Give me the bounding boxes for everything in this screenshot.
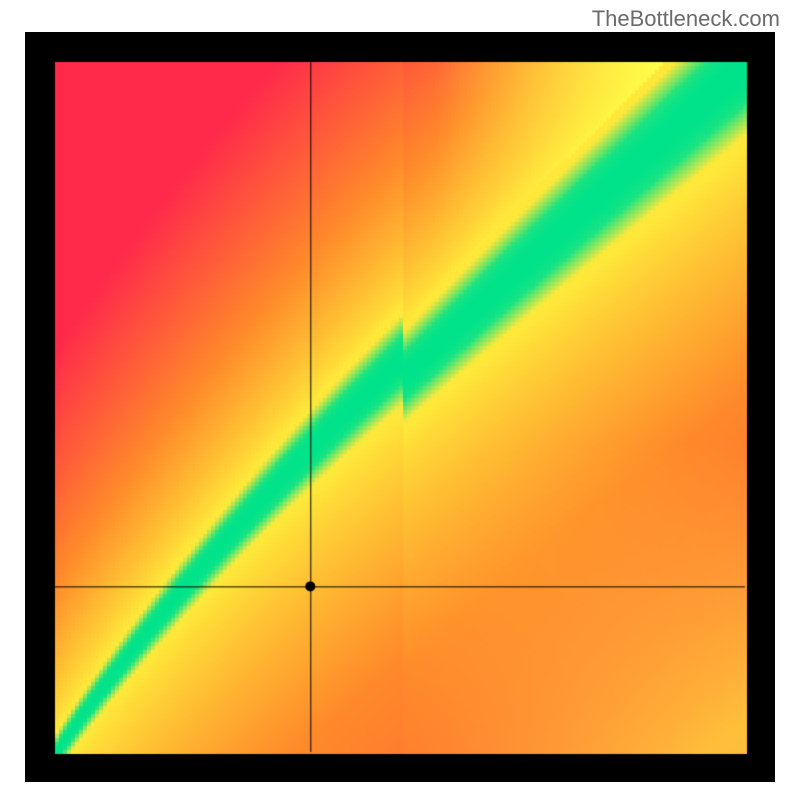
- chart-container: TheBottleneck.com: [0, 0, 800, 800]
- bottleneck-heatmap: [25, 32, 775, 782]
- watermark-text: TheBottleneck.com: [592, 6, 780, 32]
- heatmap-frame: [25, 32, 775, 782]
